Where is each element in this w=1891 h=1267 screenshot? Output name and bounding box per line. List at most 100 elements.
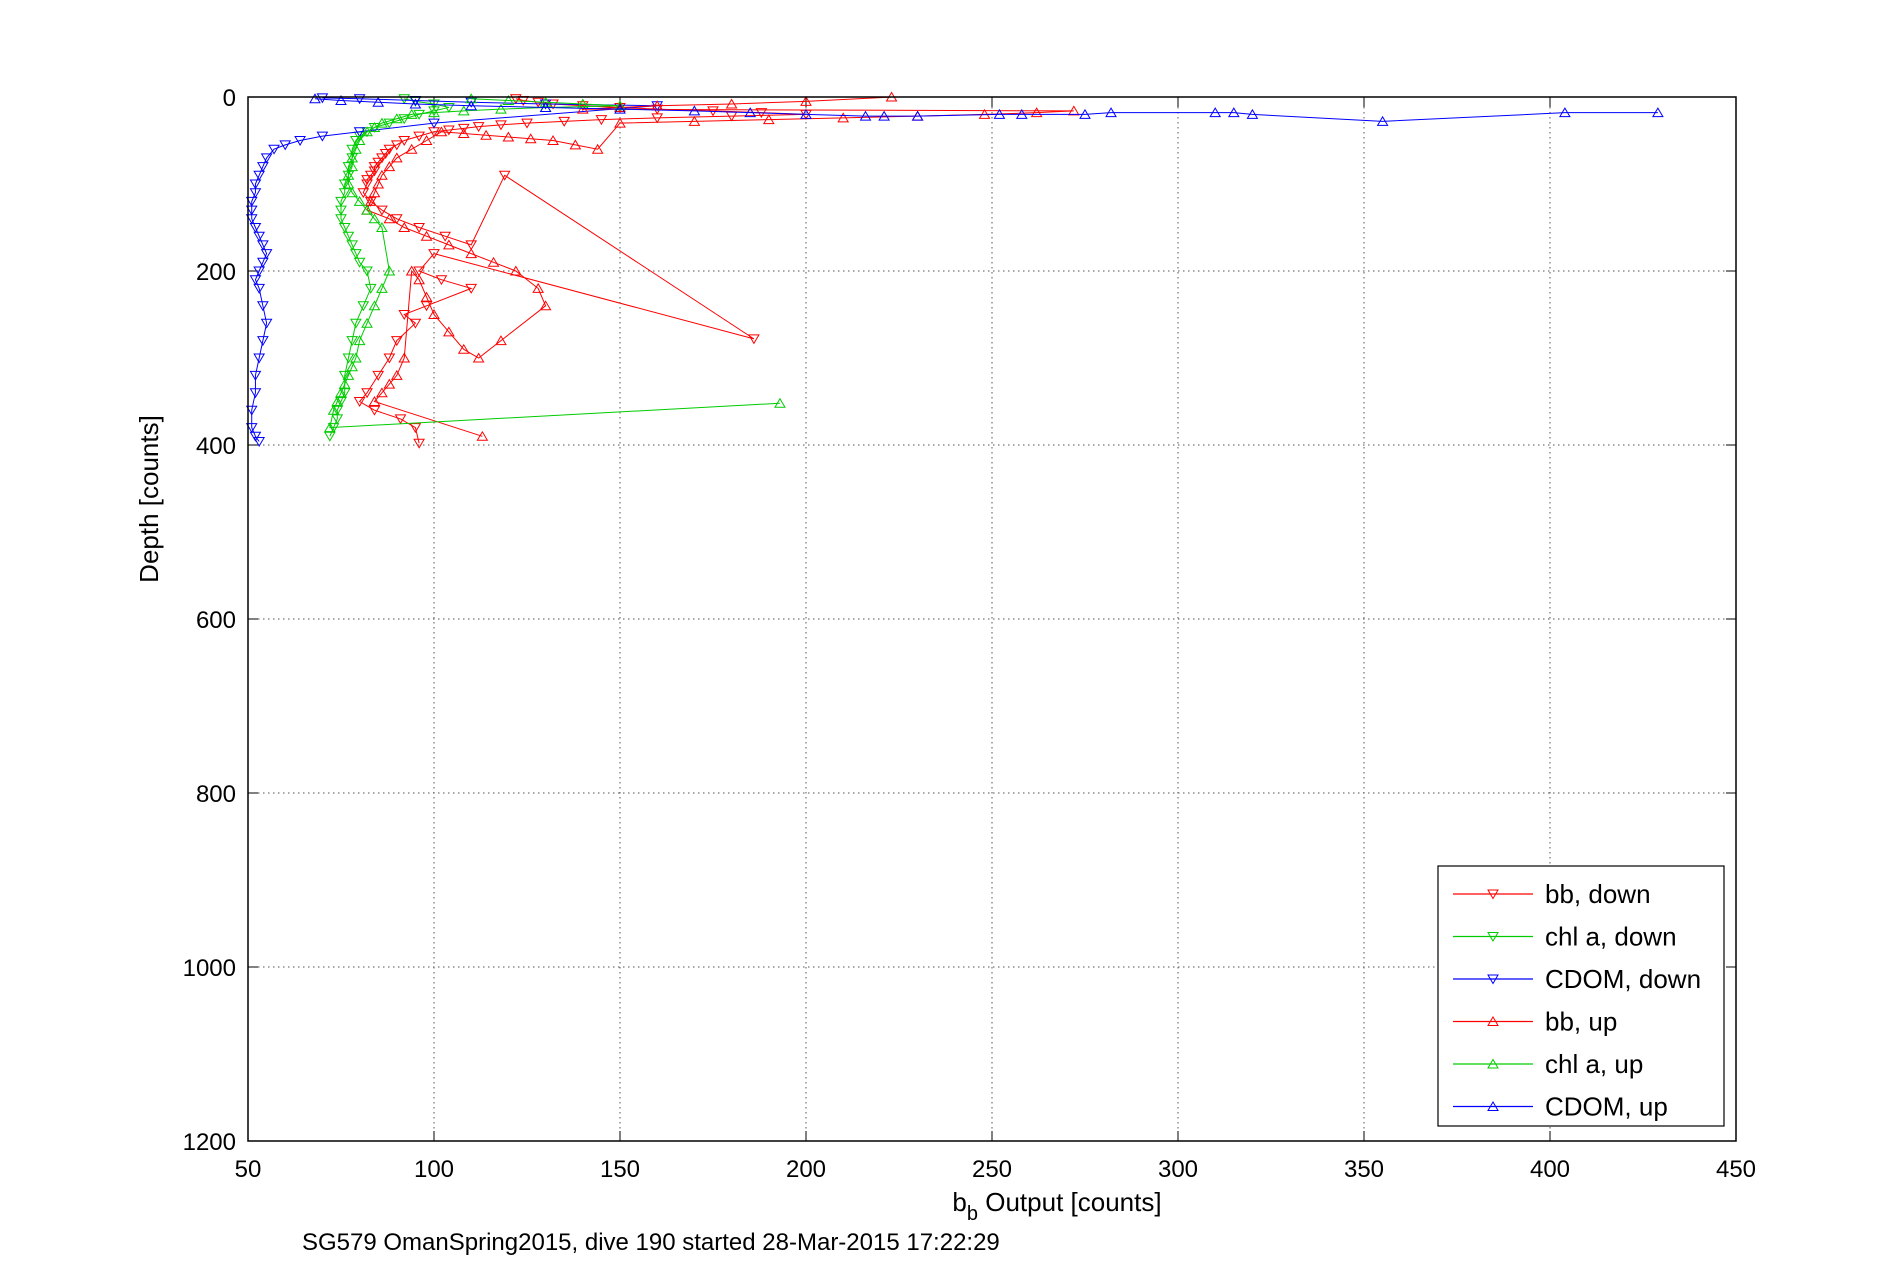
data-point — [435, 275, 448, 286]
data-point — [257, 336, 269, 347]
data-point — [465, 100, 478, 111]
data-point — [509, 94, 522, 105]
data-point — [323, 431, 336, 442]
data-point — [614, 100, 626, 111]
data-point — [260, 153, 273, 164]
y-tick-label: 1000 — [183, 955, 236, 982]
data-point — [1559, 107, 1571, 118]
data-point — [350, 318, 362, 329]
data-point — [569, 139, 582, 150]
data-point — [487, 256, 500, 267]
data-point — [357, 301, 370, 312]
data-point — [346, 187, 359, 198]
data-point — [361, 266, 373, 277]
y-tick-label: 400 — [196, 433, 236, 460]
data-point — [390, 369, 403, 380]
data-point — [547, 135, 559, 145]
data-point — [368, 300, 381, 311]
y-tick-label: 0 — [223, 85, 236, 112]
data-point — [502, 131, 515, 142]
data-point — [353, 135, 366, 145]
data-point — [331, 405, 344, 416]
data-point — [911, 110, 924, 121]
data-point — [413, 223, 425, 233]
data-point — [409, 318, 422, 329]
x-tick-labels: 50 100 150 200 250 300 350 400 450 — [235, 1156, 1756, 1183]
legend-marker — [1487, 1058, 1499, 1069]
x-tick-label: 450 — [1716, 1156, 1756, 1183]
data-point — [428, 118, 440, 129]
data-point — [428, 107, 440, 118]
legend: bb, down chl a, down CDOM, down bb, up chl a… — [1437, 865, 1725, 1127]
data-point — [368, 213, 381, 224]
data-point — [420, 135, 433, 145]
legend-marker — [1487, 889, 1499, 900]
data-point — [465, 240, 478, 251]
data-point — [800, 95, 812, 106]
data-point — [1030, 107, 1043, 118]
data-point — [253, 283, 266, 294]
data-point — [253, 170, 266, 181]
data-point — [1246, 108, 1259, 119]
data-point — [837, 112, 850, 123]
data-point — [394, 414, 407, 425]
data-point — [268, 144, 280, 155]
data-point — [405, 108, 418, 119]
data-point — [774, 397, 786, 408]
axes-box — [247, 96, 1737, 1142]
data-point — [800, 108, 812, 119]
data-point — [323, 422, 336, 433]
data-point — [342, 353, 355, 364]
data-point — [405, 143, 418, 154]
data-point — [346, 336, 359, 347]
legend-marker — [1487, 1016, 1499, 1026]
data-point — [398, 114, 411, 125]
data-point — [335, 214, 347, 225]
data-point — [357, 188, 370, 199]
legend-entry: bb, down — [1453, 879, 1651, 909]
data-point — [614, 101, 626, 112]
data-point — [457, 123, 470, 134]
data-point — [651, 113, 664, 124]
data-point — [249, 223, 262, 233]
data-point — [309, 93, 321, 104]
data-point — [350, 136, 362, 146]
data-point — [353, 195, 366, 206]
data-point — [472, 122, 485, 133]
data-point — [353, 257, 366, 268]
data-point — [498, 170, 511, 181]
data-point — [457, 105, 470, 116]
data-point — [376, 169, 388, 180]
data-point — [249, 188, 262, 199]
data-point — [372, 370, 385, 381]
data-point — [368, 187, 381, 198]
data-point — [413, 274, 425, 285]
data-point — [558, 116, 571, 127]
data-point — [539, 300, 552, 311]
data-point — [614, 103, 626, 114]
data-point — [350, 143, 362, 154]
data-point — [576, 101, 589, 112]
data-point — [353, 397, 366, 407]
data-point — [245, 205, 258, 216]
data-point — [342, 178, 355, 189]
data-point — [249, 275, 262, 286]
data-point — [245, 423, 258, 434]
series-line — [329, 98, 449, 437]
data-point — [435, 126, 448, 137]
data-point — [364, 195, 377, 206]
data-point — [342, 369, 355, 380]
data-point — [376, 205, 388, 216]
data-point — [368, 396, 381, 406]
data-point — [591, 143, 604, 154]
data-point — [390, 113, 403, 124]
data-point — [331, 396, 344, 406]
legend-label: bb, up — [1545, 1007, 1617, 1037]
data-point — [413, 131, 425, 142]
legend-label: chl a, up — [1545, 1049, 1643, 1079]
x-tick-label: 400 — [1530, 1156, 1570, 1183]
data-point — [335, 196, 347, 207]
data-point — [335, 205, 347, 216]
data-point — [744, 107, 757, 118]
data-point — [383, 378, 396, 389]
